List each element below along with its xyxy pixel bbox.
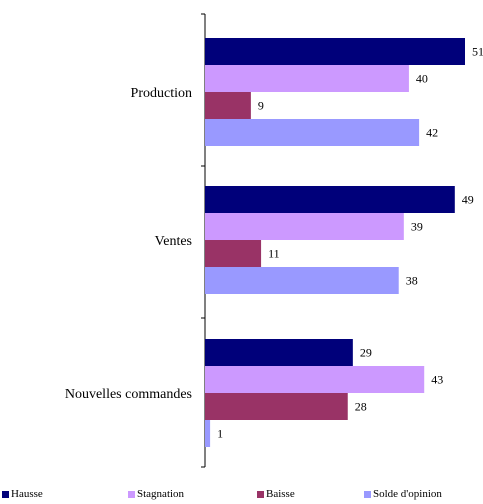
bar [205,65,409,92]
bar [205,393,348,420]
bar [205,366,425,393]
bar [205,38,465,65]
bar [205,92,251,119]
bar [205,267,399,294]
bar [205,420,211,447]
axis-group [201,13,206,468]
legend-item-stagnation: Stagnation [128,488,184,500]
legend-label: Baisse [266,488,295,500]
legend-label: Solde d'opinion [373,488,442,500]
data-label: 49 [462,193,474,207]
data-label: 28 [355,400,367,414]
data-label: 51 [472,45,483,59]
data-label: 43 [431,373,443,387]
category-label: Nouvelles commandes [65,387,192,402]
data-label: 42 [426,126,438,140]
legend-item-hausse: Hausse [2,488,43,500]
bar [205,186,455,213]
legend-swatch [364,490,371,498]
legend-label: Hausse [11,488,43,500]
data-label: 29 [360,346,372,360]
bar-chart: 51 40 9 42 Production 49 39 11 38 Ventes 29 43 28 1 No… [65,13,483,468]
data-label: 1 [217,427,223,441]
bar [205,240,262,267]
legend-label: Stagnation [137,488,185,500]
legend-swatch [257,490,264,498]
data-label: 11 [268,247,280,261]
legend-item-solde: Solde d'opinion [364,488,442,500]
data-label: 9 [258,99,264,113]
data-label: 40 [416,72,428,86]
bar [205,339,353,366]
bars-group [205,38,465,447]
data-label: 39 [411,220,423,234]
legend: Hausse Stagnation Baisse Solde d'opinion [0,488,483,504]
legend-swatch [2,490,9,498]
bar [205,119,420,146]
bar [205,213,404,240]
legend-item-baisse: Baisse [257,488,295,500]
labels-group: 51 40 9 42 Production 49 39 11 38 Ventes 29 43 28 1 No… [65,45,483,441]
category-label: Ventes [155,234,192,249]
data-label: 38 [406,274,418,288]
legend-swatch [128,490,135,498]
category-label: Production [131,86,192,101]
